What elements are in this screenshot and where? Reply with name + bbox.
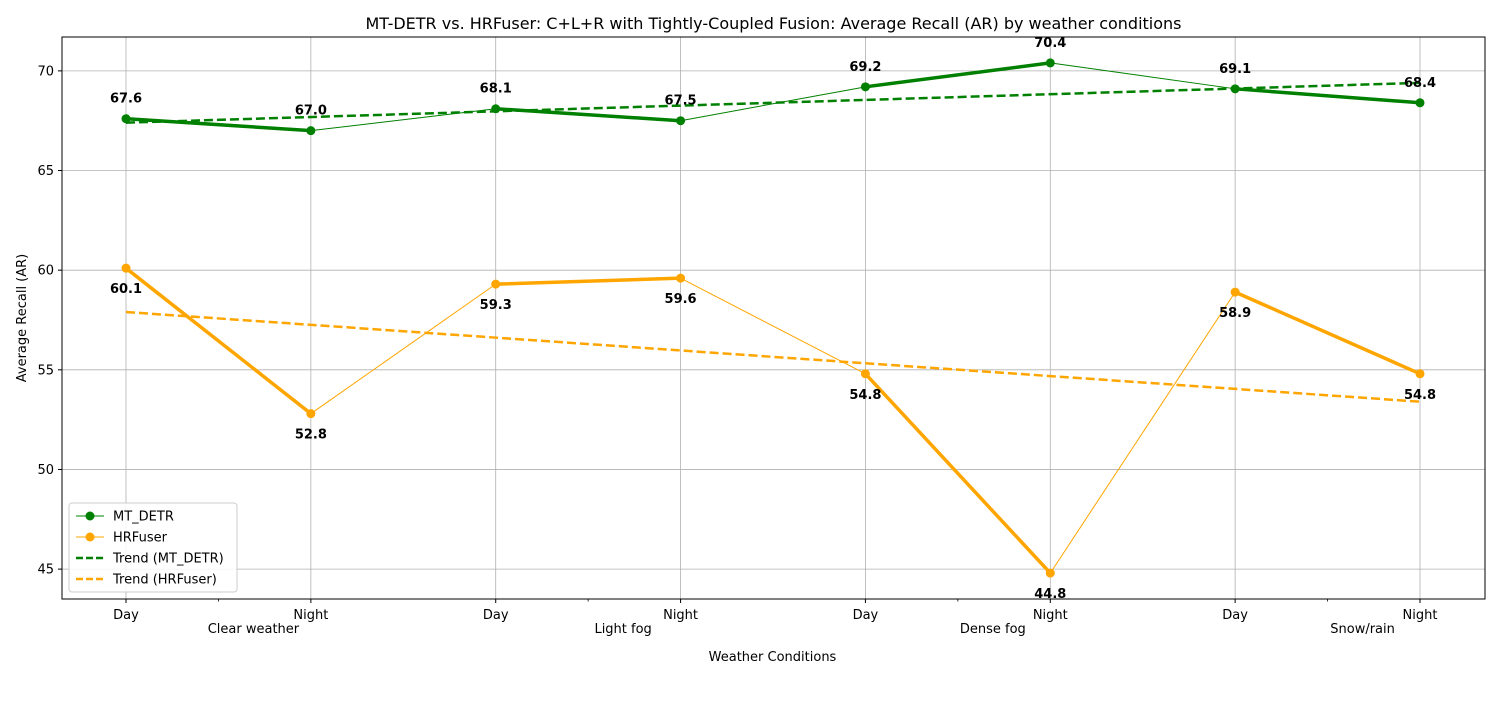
x-tick-label: Night	[663, 608, 698, 623]
legend-label: Trend (HRFuser)	[112, 573, 217, 588]
data-label: 68.1	[480, 82, 512, 97]
chart-title: MT-DETR vs. HRFuser: C+L+R with Tightly-…	[365, 14, 1181, 33]
data-label: 69.2	[849, 60, 881, 75]
x-tick-label: Day	[853, 608, 879, 623]
data-label: 70.4	[1034, 36, 1066, 51]
legend-label: Trend (MT_DETR)	[112, 552, 224, 567]
data-point	[1230, 84, 1240, 94]
y-tick-label: 70	[37, 64, 54, 79]
group-label: Dense fog	[960, 622, 1026, 637]
data-point	[1045, 58, 1055, 68]
data-point	[1230, 287, 1240, 297]
series-segment	[680, 277, 866, 375]
series-segment	[124, 266, 313, 416]
data-label: 59.3	[480, 298, 512, 313]
data-label: 58.9	[1219, 306, 1251, 321]
y-tick-label: 50	[37, 463, 54, 478]
data-point	[306, 409, 316, 419]
group-label: Clear weather	[208, 622, 300, 637]
series-lines	[124, 61, 1422, 575]
data-point	[860, 369, 870, 379]
data-point	[121, 263, 131, 273]
data-label: 67.5	[665, 94, 697, 109]
group-label: Snow/rain	[1330, 622, 1395, 637]
data-point	[860, 82, 870, 92]
legend-marker	[85, 532, 95, 542]
legend-marker	[85, 511, 95, 521]
series-segment	[493, 276, 683, 286]
data-label: 59.6	[665, 292, 697, 307]
data-point	[306, 126, 316, 136]
trend-lines	[125, 81, 1421, 403]
x-tick-label: Day	[1222, 608, 1248, 623]
data-label: 67.0	[295, 104, 327, 119]
series-segment	[310, 108, 497, 132]
series-segment	[1049, 62, 1236, 90]
y-tick-label: 55	[37, 363, 54, 378]
series-segment	[310, 283, 497, 415]
data-label: 69.1	[1219, 62, 1251, 77]
y-axis-title: Average Recall (AR)	[15, 254, 30, 383]
x-tick-label: Night	[1033, 608, 1068, 623]
data-label: 54.8	[1404, 388, 1436, 403]
x-tick-label: Night	[1403, 608, 1438, 623]
series-segment	[493, 106, 683, 123]
legend-label: MT_DETR	[113, 510, 174, 525]
series-segment	[124, 116, 313, 133]
series-segment	[1233, 87, 1422, 105]
y-tick-label: 60	[37, 264, 54, 279]
data-point	[676, 273, 686, 283]
legend-label: HRFuser	[113, 531, 168, 546]
data-point	[121, 114, 131, 124]
series-segment	[1049, 291, 1236, 574]
series-segment	[863, 372, 1053, 575]
data-point	[1415, 369, 1425, 379]
y-tick-label: 65	[37, 164, 54, 179]
data-points	[121, 58, 1425, 578]
series-segment	[680, 86, 866, 122]
axes: 45 50 55 60 65 70 Day Night Day Night Day Night Day N…	[37, 64, 1437, 637]
data-label: 52.8	[295, 428, 327, 443]
group-label: Light fog	[594, 622, 651, 637]
data-label: 54.8	[849, 388, 881, 403]
data-label: 67.6	[110, 92, 142, 107]
series-segment	[863, 61, 1053, 89]
y-tick-label: 45	[37, 563, 54, 578]
data-label: 60.1	[110, 282, 142, 297]
grid	[62, 37, 1485, 599]
data-point	[1045, 568, 1055, 578]
data-label: 44.8	[1034, 587, 1066, 602]
data-point	[491, 279, 501, 289]
legend-box	[68, 502, 238, 593]
plot-frame	[61, 36, 1486, 600]
x-tick-label: Day	[113, 608, 139, 623]
x-tick-label: Day	[483, 608, 509, 623]
x-tick-label: Night	[293, 608, 328, 623]
trend-line	[125, 310, 1421, 403]
data-label: 68.4	[1404, 76, 1436, 91]
legend: MT_DETR HRFuser Trend (MT_DETR) Trend (HRFu…	[68, 502, 238, 593]
data-point	[676, 116, 686, 126]
x-axis-title: Weather Conditions	[709, 650, 837, 665]
series-segment	[1233, 290, 1422, 376]
trend-line	[125, 81, 1421, 124]
data-labels: 67.6 67.0 68.1 67.5 69.2 70.4 69.1 68.4 60.1 52.8…	[110, 36, 1436, 602]
data-point	[491, 104, 501, 114]
data-point	[1415, 98, 1425, 108]
